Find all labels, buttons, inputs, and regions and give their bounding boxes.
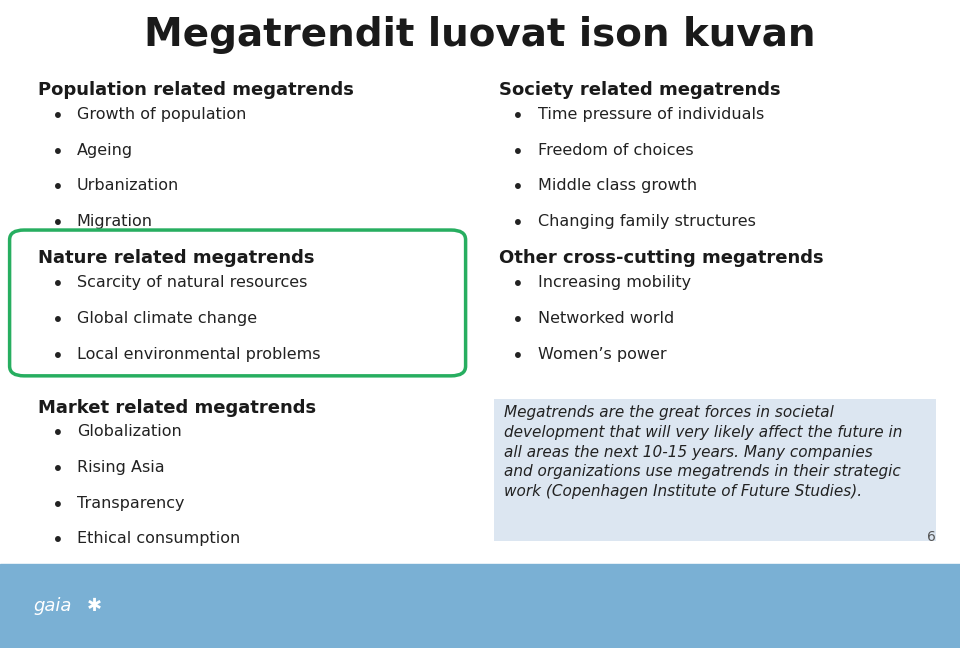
Text: •: • <box>513 214 524 233</box>
Text: •: • <box>513 311 524 330</box>
Text: •: • <box>513 143 524 161</box>
Text: Megatrends are the great forces in societal
development that will very likely af: Megatrends are the great forces in socie… <box>504 405 902 499</box>
Text: Women’s power: Women’s power <box>538 347 666 362</box>
Text: Time pressure of individuals: Time pressure of individuals <box>538 107 764 122</box>
FancyBboxPatch shape <box>494 399 936 541</box>
Text: •: • <box>52 178 63 197</box>
Text: Middle class growth: Middle class growth <box>538 178 697 193</box>
Text: Changing family structures: Changing family structures <box>538 214 756 229</box>
Text: Global climate change: Global climate change <box>77 311 257 326</box>
Text: •: • <box>52 143 63 161</box>
Text: Local environmental problems: Local environmental problems <box>77 347 321 362</box>
Text: Other cross-cutting megatrends: Other cross-cutting megatrends <box>499 249 824 268</box>
Text: Ethical consumption: Ethical consumption <box>77 531 240 546</box>
Text: Rising Asia: Rising Asia <box>77 460 164 475</box>
Text: 6: 6 <box>927 530 936 544</box>
Bar <box>0 564 960 648</box>
Text: •: • <box>52 311 63 330</box>
Text: •: • <box>52 531 63 550</box>
Text: Growth of population: Growth of population <box>77 107 246 122</box>
Text: Globalization: Globalization <box>77 424 181 439</box>
Text: Ageing: Ageing <box>77 143 132 157</box>
Text: Society related megatrends: Society related megatrends <box>499 81 780 99</box>
Text: Freedom of choices: Freedom of choices <box>538 143 693 157</box>
Text: •: • <box>52 214 63 233</box>
Text: Market related megatrends: Market related megatrends <box>38 399 317 417</box>
Text: Networked world: Networked world <box>538 311 674 326</box>
Text: •: • <box>52 496 63 515</box>
Text: Population related megatrends: Population related megatrends <box>38 81 354 99</box>
Text: Scarcity of natural resources: Scarcity of natural resources <box>77 275 307 290</box>
Text: Transparency: Transparency <box>77 496 184 511</box>
Text: •: • <box>52 275 63 294</box>
Text: •: • <box>52 347 63 365</box>
Text: Megatrendit luovat ison kuvan: Megatrendit luovat ison kuvan <box>144 16 816 54</box>
Text: Increasing mobility: Increasing mobility <box>538 275 691 290</box>
Text: •: • <box>52 107 63 126</box>
Text: Nature related megatrends: Nature related megatrends <box>38 249 315 268</box>
Text: gaia: gaia <box>34 597 72 615</box>
Text: •: • <box>513 275 524 294</box>
Text: •: • <box>513 178 524 197</box>
Text: •: • <box>513 107 524 126</box>
Text: Urbanization: Urbanization <box>77 178 180 193</box>
Text: •: • <box>513 347 524 365</box>
Text: Migration: Migration <box>77 214 153 229</box>
Text: •: • <box>52 424 63 443</box>
Text: ✱: ✱ <box>86 597 102 615</box>
Text: •: • <box>52 460 63 479</box>
